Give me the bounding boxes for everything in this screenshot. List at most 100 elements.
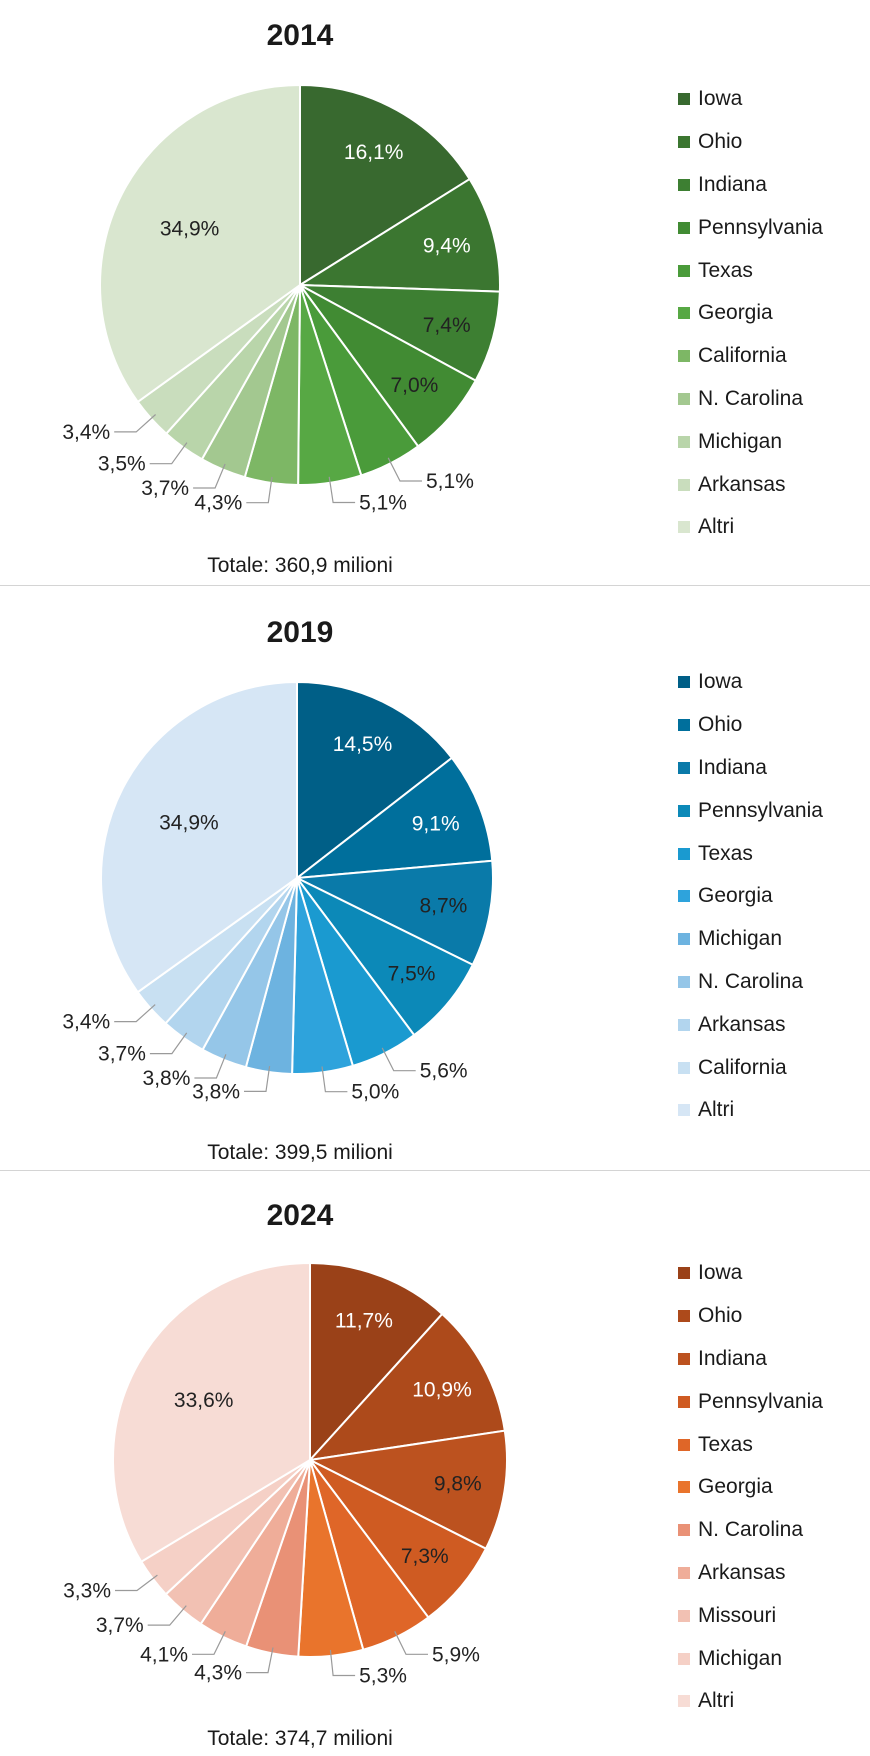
legend-label: Iowa (698, 1261, 743, 1285)
slice-label-pennsylvania: 7,5% (388, 962, 436, 985)
legend-item-michigan: Michigan (678, 918, 823, 961)
legend-label: Missouri (698, 1603, 777, 1627)
slice-label-arkansas: 4,1% (140, 1643, 188, 1666)
legend-item-altri: Altri (678, 1680, 823, 1723)
pie-chart-2019: 14,5%9,1%8,7%7,5%5,6%5,0%3,8%3,8%3,7%3,4… (62, 680, 494, 1104)
legend-item-n-carolina: N. Carolina (678, 378, 823, 421)
legend-swatch (678, 1267, 690, 1280)
legend-swatch (678, 1018, 690, 1031)
legend-item-n-carolina: N. Carolina (678, 1509, 823, 1552)
legend-item-iowa: Iowa (678, 1252, 823, 1295)
slice-label-michigan: 3,3% (63, 1580, 111, 1603)
legend-item-arkansas: Arkansas (678, 463, 823, 506)
legend-label: Indiana (698, 1346, 767, 1370)
legend-swatch (678, 804, 690, 817)
legend-label: Michigan (698, 927, 783, 951)
legend-swatch (678, 676, 690, 689)
slice-label-altri: 34,9% (159, 812, 219, 835)
legend-label: Pennsylvania (698, 1389, 823, 1413)
slice-label-missouri: 3,7% (96, 1614, 144, 1637)
legend-swatch (678, 1104, 690, 1117)
legend-swatch (678, 1395, 690, 1408)
slice-label-n-carolina: 4,3% (194, 1662, 242, 1685)
legend-swatch (678, 478, 690, 491)
pie-slices (99, 83, 501, 486)
legend-item-california: California (678, 335, 823, 378)
slice-label-california: 4,3% (194, 492, 242, 515)
legend-swatch (678, 1481, 690, 1494)
legend-label: Iowa (698, 87, 743, 111)
slice-label-ohio: 9,1% (412, 813, 460, 836)
pie-slice-iowa (309, 1261, 444, 1463)
slice-label-georgia: 5,0% (351, 1081, 399, 1104)
leader-line (194, 1054, 227, 1079)
legend-label: Georgia (698, 1475, 773, 1499)
leader-line (115, 1574, 158, 1592)
pie-slice-indiana (293, 859, 494, 967)
legend-item-altri: Altri (678, 1089, 823, 1132)
legend-item-texas: Texas (678, 1423, 823, 1466)
legend-item-altri: Altri (678, 506, 823, 549)
legend-swatch (678, 761, 690, 774)
legend-label: Ohio (698, 130, 743, 154)
leader-line (246, 476, 273, 504)
legend-label: Altri (698, 1689, 735, 1713)
slice-label-arkansas: 3,4% (62, 421, 110, 444)
legend-swatch (678, 521, 690, 534)
legend-swatch (678, 350, 690, 363)
chart-panel-2024: 2024 11,7% 10,9% 9,8% 7,3% 5,9% 5,3% 4,3% 4,1% 3… (0, 1170, 870, 1756)
legend-item-arkansas: Arkansas (678, 1003, 823, 1046)
legend-item-iowa: Iowa (678, 78, 823, 121)
chart-panel-2014: 2014 16,1% 9,4% 7,4% 7,0% 5,1% 5,1% 4,3% 3,7% 3,… (0, 0, 870, 585)
legend-swatch (678, 1566, 690, 1579)
legend-item-georgia: Georgia (678, 1466, 823, 1509)
leader-line (381, 1047, 416, 1072)
pie-slices (112, 1261, 508, 1658)
legend-label: Altri (698, 515, 735, 539)
legend-item-texas: Texas (678, 832, 823, 875)
legend-label: Ohio (698, 1304, 743, 1328)
legend-label: Arkansas (698, 1560, 786, 1584)
legend-label: Arkansas (698, 472, 786, 496)
leader-line (147, 1605, 187, 1626)
legend-swatch (678, 178, 690, 191)
legend-label: Georgia (698, 884, 773, 908)
legend-swatch (678, 1524, 690, 1537)
slice-label-indiana: 7,4% (423, 314, 471, 337)
legend-label: Iowa (698, 670, 743, 694)
legend-swatch (678, 435, 690, 448)
legend-item-indiana: Indiana (678, 747, 823, 790)
total-label: Totale: 360,9 milioni (207, 554, 393, 577)
legend-item-michigan: Michigan (678, 1637, 823, 1680)
pie-labels: 16,1% 9,4% 7,4% 7,0% 5,1% 5,1% 4,3%3,7%3,5% 3,4… (62, 141, 474, 515)
leader-line (387, 457, 422, 482)
leader-line (246, 1647, 274, 1674)
slice-label-texas: 5,1% (426, 470, 474, 493)
legend-item-indiana: Indiana (678, 164, 823, 207)
slice-label-arkansas: 3,7% (98, 1043, 146, 1066)
pie-chart-2024: 11,7% 10,9% 9,8% 7,3% 5,9% 5,3% 4,3% 4,1% 3,7% 3,… (63, 1261, 508, 1688)
legend-swatch (678, 392, 690, 405)
leader-line (329, 1649, 356, 1677)
legend-swatch (678, 93, 690, 106)
leader-line (114, 414, 157, 433)
slice-label-indiana: 8,7% (419, 895, 467, 918)
legend-item-georgia: Georgia (678, 292, 823, 335)
legend-swatch (678, 933, 690, 946)
legend-2019: Iowa Ohio Indiana Pennsylvania Texas Georgia M… (678, 661, 823, 1132)
slice-label-ohio: 10,9% (412, 1378, 472, 1401)
legend-swatch (678, 221, 690, 234)
slice-label-altri: 33,6% (174, 1389, 234, 1412)
legend-swatch (678, 1609, 690, 1622)
leader-line (193, 463, 226, 489)
legend-item-ohio: Ohio (678, 1295, 823, 1338)
pie-slice-ohio (307, 1312, 506, 1462)
legend-label: Ohio (698, 713, 743, 737)
pie-slice-altri (99, 83, 301, 404)
legend-label: Michigan (698, 1646, 783, 1670)
chart-title: 2019 (266, 616, 334, 649)
chart-panel-2019: 2019 14,5% 9,1% 8,7% 7,5% 5,6% 5,0% 3,8% 3,8% 3,… (0, 585, 870, 1170)
leader-line (114, 1004, 156, 1023)
legend-label: California (698, 344, 787, 368)
legend-label: N. Carolina (698, 386, 804, 410)
